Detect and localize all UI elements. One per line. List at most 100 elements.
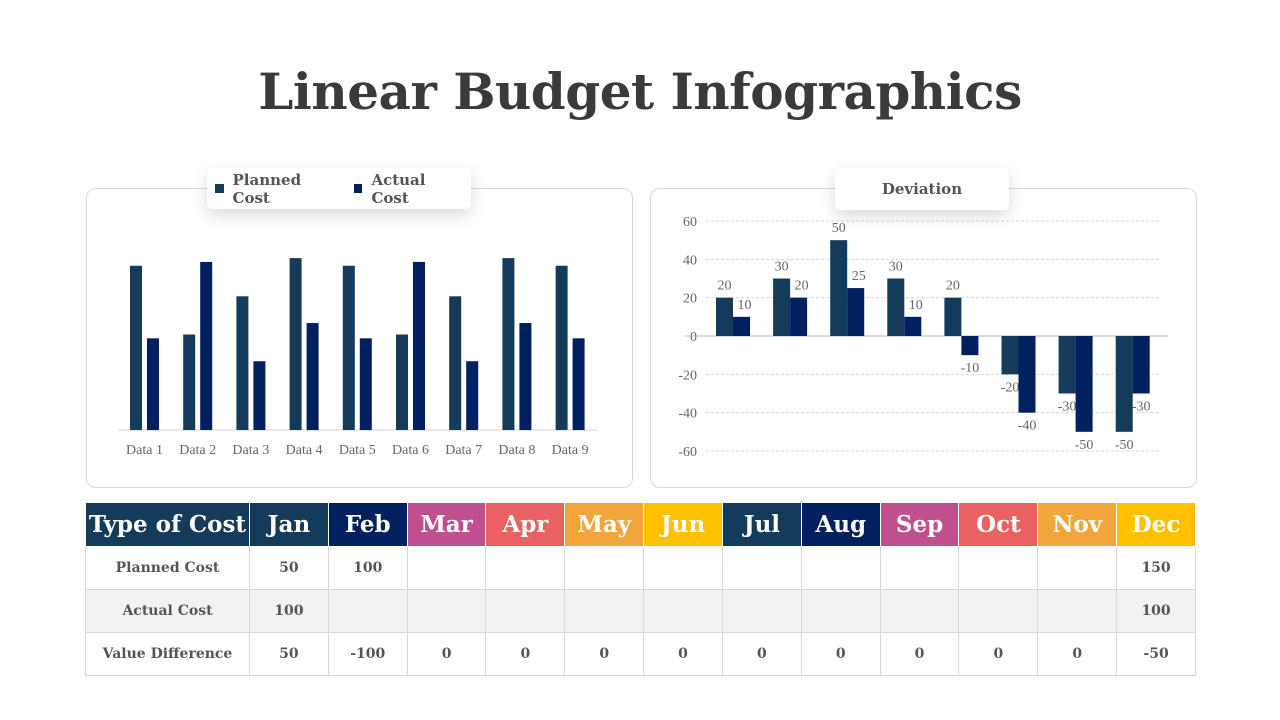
table-cell: 0 [1037,632,1118,676]
table-cell [564,546,645,590]
table-cell: 100 [1116,589,1196,633]
table-cell: -100 [327,632,408,676]
table-cell: 0 [406,632,487,676]
table-cell [721,546,802,590]
header-month: Aug [800,502,881,547]
table-cell: 100 [249,589,329,633]
table-cell [721,589,802,633]
y-tick-label: 40 [683,253,697,268]
x-tick-label: Data 2 [179,443,216,458]
x-tick-label: Data 7 [445,443,482,458]
legend-planned: Planned Cost [215,171,338,207]
data-label: 20 [718,279,732,294]
legend-actual-label: Actual Cost [371,170,426,207]
y-tick-label: 60 [683,215,697,230]
cost-chart-panel [86,188,633,488]
planned-bar [236,296,249,430]
actual-bar [200,261,213,430]
data-label: -40 [1018,419,1037,434]
table-cell [485,546,566,590]
table-cell [406,546,487,590]
x-tick-label: Data 1 [126,443,163,458]
x-tick-label: Data 8 [498,443,535,458]
x-tick-label: Data 3 [232,443,269,458]
table-row: Actual Cost 100 100 [85,589,1196,633]
table-cell: 0 [721,632,802,676]
row-label: Value Difference [85,632,250,676]
actual-bar [519,323,532,430]
y-tick-label: -60 [678,445,697,460]
table-cell: 0 [564,632,645,676]
planned-bar [289,258,302,430]
actual-bar [413,261,425,430]
data-label: -50 [1075,438,1094,453]
data-label: -30 [1132,400,1151,415]
data-label: 10 [909,298,923,313]
header-month: Jun [643,502,723,547]
y-tick-label: 20 [683,292,697,307]
planned-bar [773,278,791,336]
header-month: Oct [958,502,1039,547]
table-cell [879,589,960,633]
data-label: -50 [1115,438,1134,453]
table-cell [958,546,1039,590]
table-cell [406,589,487,633]
actual-bar [1132,336,1150,394]
y-tick-label: -20 [678,368,697,383]
table-header-row: Type of Cost Jan Feb Mar Apr May Jun Jul Aug Sep O… [85,502,1196,547]
planned-bar [555,265,568,430]
planned-bar [887,278,905,336]
data-label: 20 [795,279,809,294]
table-cell: 0 [643,632,723,676]
data-label: -30 [1058,400,1077,415]
table-cell [800,546,881,590]
header-month: Nov [1037,502,1118,547]
actual-swatch-icon [353,184,363,193]
table-cell [800,589,881,633]
table-cell [327,589,408,633]
actual-bar [733,316,750,336]
legend-planned-label: Planned Cost [232,170,302,207]
table-cell: 50 [249,632,329,676]
planned-bar [1058,336,1076,394]
table-cell: -50 [1116,632,1196,676]
table-cell [1037,589,1118,633]
table-cell [564,589,645,633]
y-tick-label: 0 [690,330,697,345]
data-label: 20 [946,279,960,294]
x-tick-label: Data 4 [286,443,323,458]
data-label: -10 [961,361,980,376]
legend-actual: Actual Cost [353,170,463,207]
table-row: Value Difference 50 -100 0 0 0 0 0 0 0 0 0 -50 [85,632,1196,676]
table-cell: 0 [485,632,566,676]
table-cell: 0 [800,632,881,676]
planned-bar [130,265,142,430]
planned-bar [1115,336,1133,432]
actual-bar [1018,336,1036,413]
cost-chart-legend: Planned Cost Actual Cost [207,168,471,209]
table-cell [485,589,566,633]
actual-bar [253,361,266,430]
planned-swatch-icon [215,184,224,193]
table-cell: 150 [1116,546,1196,590]
data-label: 10 [738,298,752,313]
actual-bar [147,338,159,430]
table-cell: 0 [958,632,1039,676]
table-cell [958,589,1039,633]
deviation-title-box: Deviation [835,168,1009,210]
table-cell [1037,546,1118,590]
actual-bar [790,297,808,336]
planned-bar [1001,336,1019,375]
actual-bar [306,323,319,430]
actual-bar [847,288,865,336]
data-label: -20 [1001,380,1020,395]
planned-bar [183,334,196,430]
planned-bar [342,265,355,430]
data-label: 25 [852,269,866,284]
table-cell: 50 [249,546,329,590]
deviation-chart-panel [650,188,1197,488]
header-month: Dec [1116,502,1196,547]
header-month: May [564,502,645,547]
